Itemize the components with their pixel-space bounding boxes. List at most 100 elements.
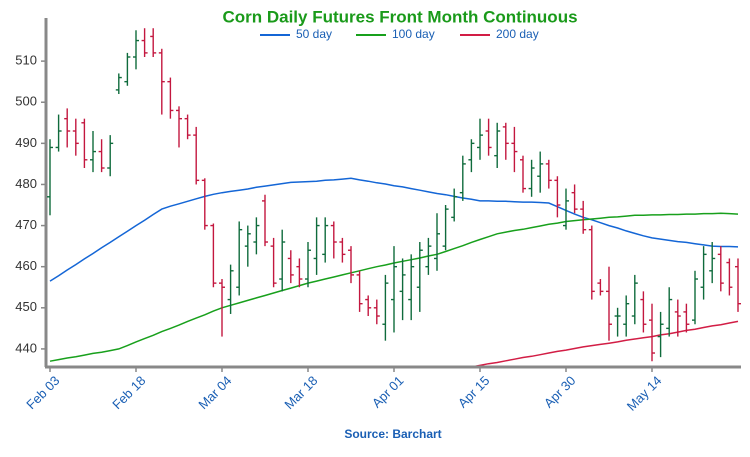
ohlc-bar bbox=[434, 213, 440, 271]
ohlc-bar bbox=[210, 223, 217, 288]
ohlc-bar bbox=[133, 30, 139, 70]
ohlc-bar bbox=[485, 118, 492, 156]
ohlc-bar bbox=[176, 106, 182, 148]
ohlc-bar bbox=[296, 258, 303, 288]
ohlc-bar bbox=[270, 237, 277, 288]
ohlc-bar bbox=[98, 139, 105, 173]
y-tick-label: 470 bbox=[15, 217, 37, 232]
x-tick-label: Apr 15 bbox=[455, 373, 493, 411]
y-tick-label: 500 bbox=[15, 94, 37, 109]
ohlc-bar bbox=[614, 307, 621, 337]
ohlc-bar bbox=[330, 221, 337, 259]
ohlc-bar bbox=[451, 188, 458, 222]
ohlc-bar bbox=[588, 225, 595, 300]
ohlc-bar bbox=[502, 122, 509, 160]
legend-label: 200 day bbox=[496, 27, 539, 41]
ohlc-bar bbox=[623, 295, 630, 337]
ohlc-bar bbox=[253, 217, 260, 255]
x-tick-label: Apr 01 bbox=[369, 373, 407, 411]
ohlc-bar bbox=[158, 48, 165, 115]
ohlc-bar bbox=[219, 279, 225, 337]
ohlc-bar bbox=[563, 188, 569, 230]
x-tick-label: May 14 bbox=[624, 373, 665, 414]
y-tick-label: 460 bbox=[15, 258, 37, 273]
ohlc-bar bbox=[468, 139, 475, 173]
ohlc-bar bbox=[141, 28, 148, 58]
x-tick-label: Mar 04 bbox=[195, 373, 234, 412]
ohlc-bar bbox=[657, 311, 664, 358]
ohlc-bar bbox=[107, 135, 114, 177]
ohlc-bar bbox=[47, 139, 53, 216]
y-tick-label: 450 bbox=[15, 299, 37, 314]
ohlc-bar bbox=[416, 242, 423, 312]
ohlc-bar bbox=[81, 118, 88, 169]
ohlc-bar bbox=[150, 28, 157, 58]
ohlc-bar bbox=[700, 246, 707, 300]
ohlc-bar bbox=[55, 114, 62, 152]
ohlc-bar bbox=[365, 295, 372, 317]
ohlc-bar bbox=[537, 151, 544, 193]
ohlc-bar bbox=[425, 237, 432, 275]
ohlc-bar bbox=[339, 237, 346, 263]
ohlc-bar bbox=[348, 246, 354, 284]
ohlc-bar bbox=[356, 270, 363, 312]
source: Source: Barchart bbox=[344, 427, 441, 441]
ohlc-bar bbox=[442, 205, 449, 251]
ohlc-bar bbox=[520, 155, 526, 193]
ohlc-bar bbox=[305, 242, 311, 288]
ohlc-bar bbox=[709, 242, 716, 284]
ohlc-bar bbox=[90, 131, 96, 173]
ohlc-bar bbox=[477, 118, 483, 160]
ohlc-bar bbox=[193, 126, 200, 185]
legend-label: 50 day bbox=[296, 27, 332, 41]
ohlc-bar bbox=[631, 274, 638, 325]
ohlc-bar bbox=[640, 291, 647, 333]
ohlc-bar bbox=[674, 299, 681, 337]
ohlc-bar bbox=[64, 108, 71, 148]
ohlc-bar bbox=[322, 217, 329, 263]
ohlc-bar bbox=[391, 246, 397, 333]
ohlc-bar bbox=[399, 258, 406, 321]
ohlc-bar bbox=[545, 159, 552, 189]
ohlc-bar bbox=[735, 258, 741, 312]
ohlc-bar bbox=[459, 155, 466, 201]
ohlc-bar bbox=[571, 184, 578, 214]
ohlc-bar bbox=[279, 229, 286, 292]
ohlc-bar bbox=[184, 114, 191, 140]
y-tick-label: 440 bbox=[15, 340, 37, 355]
x-tick-label: Mar 18 bbox=[281, 373, 320, 412]
ohlc-bar bbox=[408, 254, 415, 321]
ohlc-bar bbox=[244, 225, 251, 267]
ohlc-bar bbox=[683, 303, 690, 333]
ohlc-bar bbox=[373, 299, 380, 325]
ohlc-bar bbox=[580, 200, 587, 234]
ohlc-bar bbox=[167, 77, 174, 119]
ohlc-bar bbox=[287, 250, 294, 284]
ohlc-bar bbox=[554, 176, 561, 218]
x-tick-label: Feb 03 bbox=[23, 373, 62, 412]
ohlc-bar bbox=[528, 159, 535, 197]
ohlc-bar bbox=[649, 303, 655, 362]
legend-label: 100 day bbox=[392, 27, 435, 41]
ohlc-bar bbox=[597, 279, 604, 296]
ohlc-bar bbox=[262, 194, 268, 247]
ohlc-bar bbox=[115, 73, 122, 95]
ohlc-bar bbox=[124, 52, 131, 86]
ohlc-bar bbox=[717, 246, 724, 292]
ohlc-bar bbox=[726, 258, 733, 296]
ohlc-bar bbox=[382, 274, 389, 341]
ohlc-bar bbox=[313, 217, 320, 275]
chart-title: Corn Daily Futures Front Month Continuou… bbox=[222, 7, 577, 26]
ohlc-bar bbox=[666, 287, 673, 337]
ohlc-bar bbox=[236, 221, 243, 296]
ma-line bbox=[467, 320, 739, 367]
ohlc-bar bbox=[227, 264, 234, 314]
ma-line bbox=[49, 177, 739, 282]
ohlc-bar bbox=[494, 122, 501, 169]
x-tick-label: Apr 30 bbox=[541, 373, 579, 411]
y-tick-label: 480 bbox=[15, 176, 37, 191]
y-tick-label: 510 bbox=[15, 53, 37, 68]
ohlc-bar bbox=[201, 178, 208, 230]
ohlc-bar bbox=[606, 266, 612, 341]
